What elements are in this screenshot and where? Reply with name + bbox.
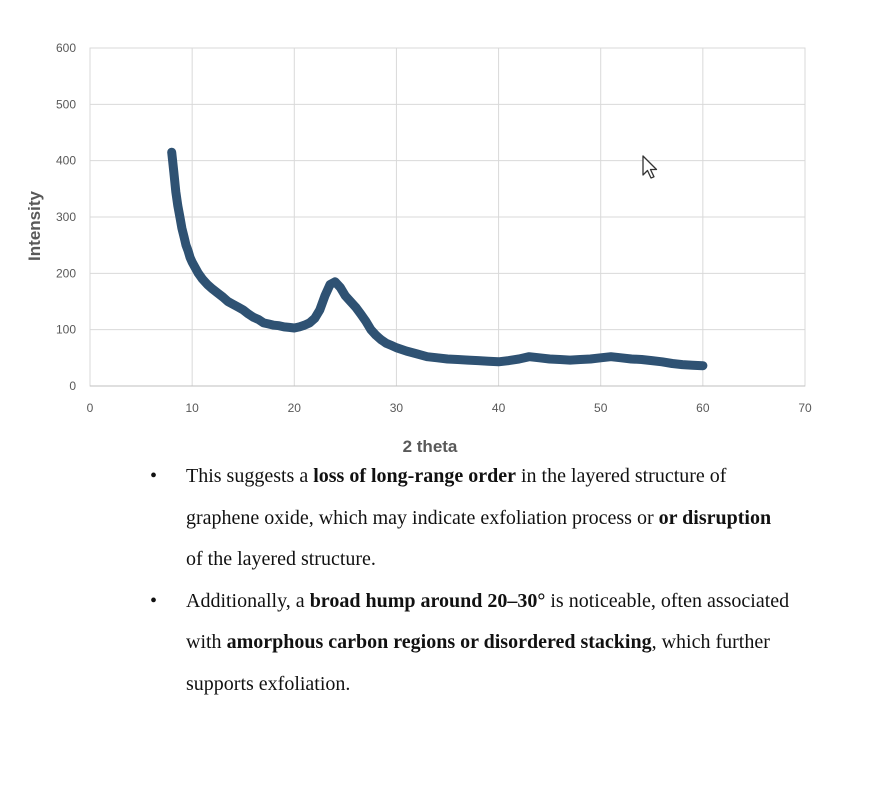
data-point: [637, 355, 646, 364]
data-point: [173, 201, 183, 210]
y-axis-title: Intensity: [25, 191, 44, 261]
data-point: [341, 291, 350, 301]
data-point: [647, 356, 656, 365]
data-point: [657, 357, 667, 366]
y-tick-label: 0: [69, 379, 76, 393]
x-axis-ticks: 0 10 20 30 40 50 60 70: [87, 401, 812, 415]
data-point: [565, 355, 575, 365]
bullet-icon: •: [150, 465, 158, 487]
data-point: [463, 355, 473, 365]
x-tick-label: 10: [185, 401, 199, 415]
x-tick-label: 0: [87, 401, 94, 415]
data-point: [688, 360, 697, 370]
xrd-chart: 0 10 20 30 40 50 60 70 0 100 200 300 400 500 600 2 th…: [25, 41, 812, 456]
data-point: [310, 314, 319, 323]
data-points: [167, 147, 708, 371]
mouse-cursor-icon: [642, 155, 658, 179]
y-tick-label: 400: [56, 154, 76, 168]
note-item: • Additionally, a broad hump around 20–3…: [150, 581, 790, 706]
data-point: [392, 343, 401, 352]
data-point: [545, 354, 554, 364]
data-point: [555, 355, 565, 364]
data-point: [167, 148, 176, 157]
note-bold-text: amorphous carbon regions or disordered s…: [226, 631, 652, 653]
data-point: [412, 349, 422, 359]
data-point: [616, 353, 626, 363]
data-point: [346, 297, 355, 306]
x-tick-label: 40: [492, 401, 506, 415]
data-point: [402, 346, 411, 356]
data-point: [484, 357, 493, 366]
note-bold-text: or disruption: [658, 506, 772, 529]
data-point: [169, 167, 178, 177]
notes-list: • This suggests a loss of long-range ord…: [150, 456, 790, 705]
data-point: [678, 360, 687, 369]
data-point: [183, 246, 193, 255]
note-text: in the layered structure of graphene oxi…: [186, 465, 727, 529]
data-point: [535, 353, 544, 363]
data-point: [422, 352, 432, 361]
note-text: , which further supports exfoliation.: [186, 631, 770, 695]
data-point: [494, 357, 503, 366]
data-point: [179, 232, 189, 241]
data-point: [361, 317, 370, 326]
data-point: [668, 359, 677, 368]
y-tick-label: 200: [56, 266, 76, 280]
data-point: [698, 361, 708, 370]
data-point: [320, 291, 330, 301]
y-tick-label: 100: [56, 323, 76, 337]
data-point: [198, 274, 207, 284]
x-axis-title: 2 theta: [403, 437, 458, 456]
data-point: [351, 302, 360, 312]
note-text: This suggests a: [186, 465, 314, 487]
data-point: [596, 353, 605, 363]
data-point: [171, 187, 180, 196]
data-point: [175, 212, 185, 222]
x-tick-label: 70: [798, 401, 812, 415]
data-point: [433, 353, 442, 363]
data-point: [525, 352, 534, 361]
data-point: [315, 305, 325, 315]
data-point: [336, 283, 345, 292]
data-point: [177, 224, 187, 233]
data-point: [504, 356, 513, 365]
data-point: [586, 354, 595, 364]
data-point: [443, 354, 452, 364]
note-text: is noticeable, often associated with: [186, 589, 790, 654]
data-point: [627, 354, 636, 364]
x-tick-label: 20: [288, 401, 302, 415]
bullet-icon: •: [150, 589, 158, 612]
data-point: [514, 354, 524, 364]
data-point: [576, 355, 585, 364]
y-tick-label: 600: [56, 41, 76, 55]
y-tick-label: 500: [56, 97, 76, 111]
note-text: Additionally, a: [186, 589, 310, 612]
note-bold-text: broad hump around 20–30°: [309, 589, 546, 612]
gridlines: [90, 47, 805, 387]
x-tick-label: 60: [696, 401, 710, 415]
data-point: [453, 355, 462, 364]
data-point: [356, 309, 365, 319]
data-point: [366, 325, 376, 334]
note-bold-text: loss of long-range order: [313, 465, 516, 487]
x-tick-label: 50: [594, 401, 608, 415]
x-tick-label: 30: [390, 401, 404, 415]
note-text: of the layered structure.: [186, 548, 376, 570]
y-axis-ticks: 0 100 200 300 400 500 600: [56, 41, 76, 393]
y-tick-label: 300: [56, 210, 76, 224]
note-item: • This suggests a loss of long-range ord…: [150, 456, 790, 581]
data-point: [606, 352, 616, 361]
data-point: [330, 277, 340, 286]
data-point: [473, 356, 483, 365]
